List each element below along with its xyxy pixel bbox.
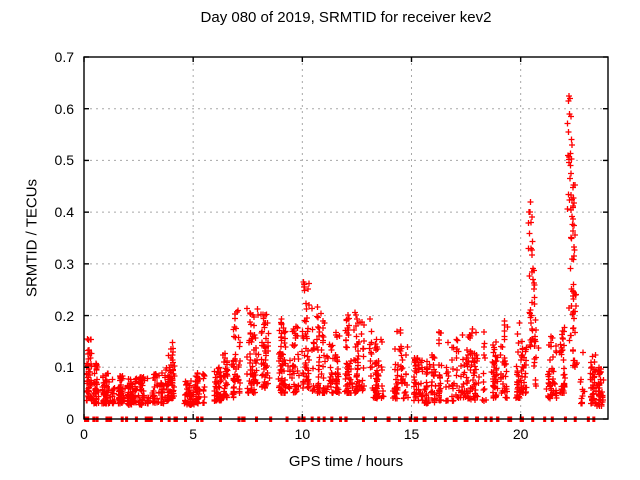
x-tick-label: 10 xyxy=(294,426,311,442)
x-axis-label: GPS time / hours xyxy=(288,453,404,470)
x-tick-label: 0 xyxy=(80,426,88,442)
y-tick-label: 0.3 xyxy=(54,255,74,272)
y-tick-label: 0 xyxy=(66,411,74,427)
y-tick-label: 0.6 xyxy=(54,100,74,117)
y-tick-label: 0.7 xyxy=(54,49,74,65)
chart-title: Day 080 of 2019, SRMTID for receiver kev… xyxy=(200,9,492,26)
grid-lines xyxy=(84,57,608,419)
y-tick-label: 0.1 xyxy=(54,359,74,376)
x-tick-label: 5 xyxy=(189,426,198,442)
x-tick-label: 20 xyxy=(512,426,529,442)
y-tick-label: 0.2 xyxy=(54,307,74,324)
y-tick-label: 0.5 xyxy=(54,152,74,169)
plot-border xyxy=(83,56,609,420)
data-points xyxy=(83,93,607,409)
y-tick-label: 0.4 xyxy=(54,204,74,221)
axis-ticks xyxy=(83,56,608,420)
x-tick-label: 15 xyxy=(403,426,420,442)
